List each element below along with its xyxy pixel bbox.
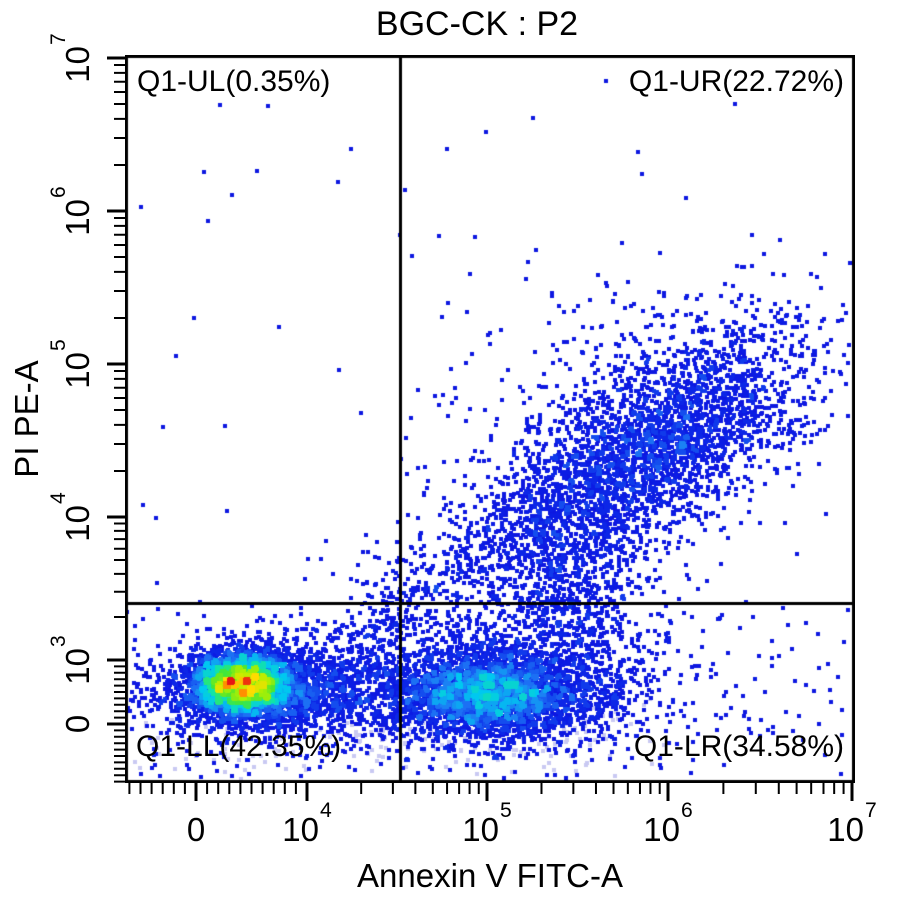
x-tick-label: 0: [186, 811, 206, 848]
quadrant-label-ul: Q1-UL(0.35%): [137, 65, 331, 98]
y-tick-label: 103: [47, 635, 96, 685]
x-axis-title: Annexin V FITC-A: [357, 857, 623, 894]
y-tick-label: 105: [47, 339, 96, 389]
quadrant-label-ur: Q1-UR(22.72%): [628, 65, 844, 98]
density-scatter-canvas[interactable]: [125, 55, 855, 783]
y-axis-title: PI PE-A: [8, 360, 45, 478]
y-tick-label: 0: [59, 714, 96, 734]
x-tick-label: 104: [282, 799, 332, 848]
y-tick-label: 104: [47, 492, 96, 542]
x-tick-label: 107: [827, 799, 877, 848]
y-tick-label: 106: [47, 186, 96, 236]
x-tick-label: 105: [462, 799, 512, 848]
plot-title: BGC-CK : P2: [375, 5, 579, 43]
quadrant-label-lr: Q1-LR(34.58%): [633, 730, 844, 763]
x-tick-label: 106: [643, 799, 693, 848]
quadrant-label-ll: Q1-LL(42.35%): [136, 730, 342, 763]
y-tick-label: 107: [47, 33, 96, 83]
